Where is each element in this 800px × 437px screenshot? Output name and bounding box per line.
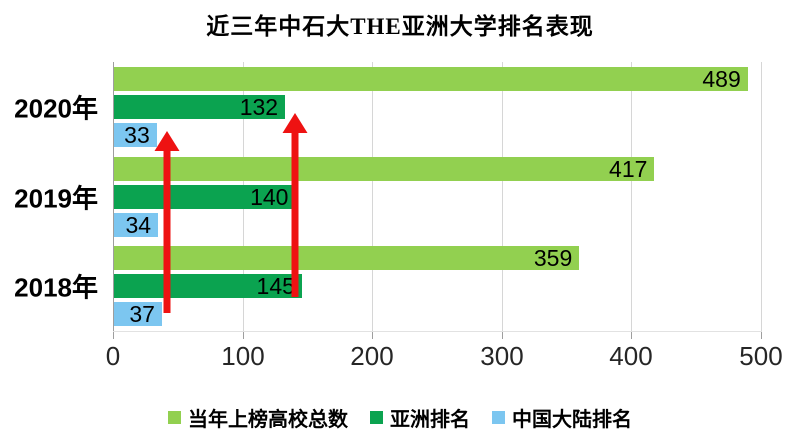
bar-2018年-series2: 37 [114,301,162,328]
x-tick-label-100: 100 [221,341,265,371]
axis-tick-400 [631,331,632,339]
bar-value-label: 33 [124,121,150,148]
category-label-2018: 2018年 [14,272,98,303]
legend-item-0: 当年上榜高校总数 [168,403,348,432]
bar-2019年-series0: 417 [114,155,655,182]
bar-value-label: 140 [250,183,289,210]
bar-value-label: 37 [129,301,155,328]
bar-value-label: 417 [609,155,648,182]
x-tick-label-300: 300 [480,341,524,371]
axis-tick-0 [113,331,114,339]
x-axis-line [113,331,762,332]
category-label-2019: 2019年 [14,183,98,213]
axis-tick-100 [243,331,244,339]
axis-tick-500 [761,331,762,339]
legend-swatch-icon [168,411,181,424]
axis-tick-200 [372,331,373,339]
axis-tick-300 [502,331,503,339]
x-tick-label-0: 0 [105,341,121,371]
legend-swatch-icon [492,411,505,424]
bar-2018年-series1: 145 [114,273,302,300]
bar-value-label: 359 [533,245,573,272]
legend-label: 中国大陆排名 [512,409,632,431]
x-tick-label-200: 200 [350,341,394,371]
bar-2020年-series2: 33 [114,121,157,148]
chart-title: 近三年中石大THE亚洲大学排名表现 [206,14,594,39]
legend-label: 当年上榜高校总数 [188,409,348,431]
x-tick-label-500: 500 [739,341,783,371]
legend-item-2: 中国大陆排名 [492,403,632,432]
bar-value-label: 34 [125,211,152,238]
legend-label: 亚洲排名 [390,409,470,431]
plot-area: 489 132 33 417 140 34 359 145 37 [113,62,762,339]
y-axis-line [113,62,114,331]
gridline-300 [502,62,503,331]
bar-2020年-series0: 489 [114,65,748,92]
bar-2019年-series1: 140 [114,183,296,210]
bar-2019年-series2: 34 [114,211,159,238]
bar-value-label: 489 [702,65,741,92]
bar-2018年-series0: 359 [114,245,580,272]
bar-2020年-series1: 132 [114,93,286,120]
bar-value-label: 145 [256,273,295,300]
legend-swatch-icon [370,411,383,424]
gridline-500 [761,62,762,331]
legend-item-1: 亚洲排名 [370,403,470,432]
category-label-2020: 2020年 [14,93,98,124]
gridline-400 [631,62,632,331]
x-tick-label-400: 400 [609,341,653,371]
bar-value-label: 132 [239,93,279,120]
gridline-200 [372,62,373,331]
legend: 当年上榜高校总数 亚洲排名 中国大陆排名 [0,403,800,432]
